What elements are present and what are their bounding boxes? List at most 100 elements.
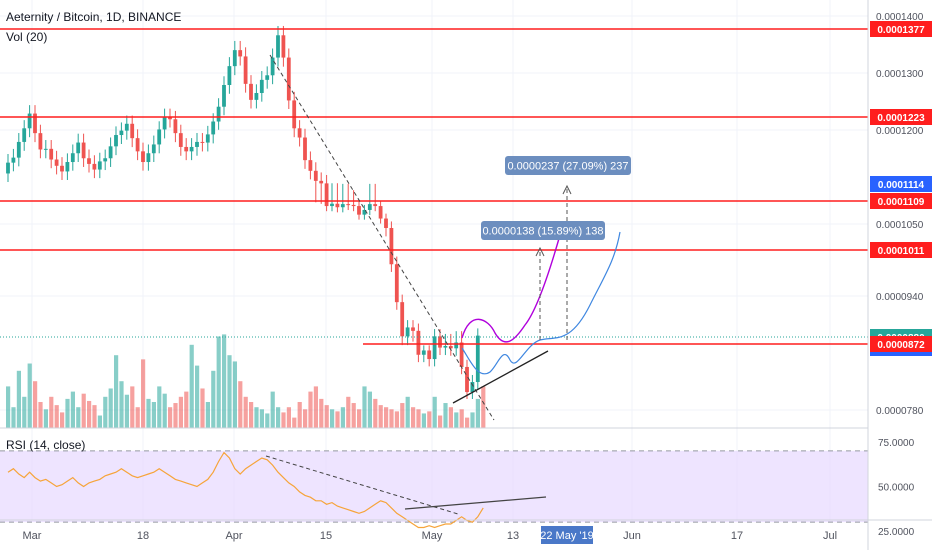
- volume-bar: [11, 407, 16, 428]
- candle-body: [259, 79, 264, 93]
- candle-body: [443, 346, 448, 348]
- volume-bar: [211, 370, 216, 428]
- volume-bar: [6, 386, 11, 428]
- forecast-purple-path: [461, 234, 561, 343]
- candle-body: [265, 75, 270, 80]
- volume-bar: [108, 388, 113, 428]
- forecast-blue-path: [461, 231, 621, 375]
- volume-bar: [400, 403, 405, 428]
- volume-bar: [216, 336, 221, 428]
- candle-body: [189, 146, 194, 152]
- price-tag-label: 0.0001011: [878, 246, 925, 257]
- volume-bar: [432, 396, 437, 428]
- descending-trendline: [269, 54, 495, 421]
- candle-body: [6, 162, 10, 174]
- candle-body: [416, 330, 421, 355]
- time-tick-label: Jun: [623, 530, 641, 542]
- annotation-box: [481, 221, 605, 240]
- candle-body: [421, 350, 426, 355]
- volume-bar: [292, 417, 297, 428]
- volume-bar: [308, 391, 313, 428]
- candle-body: [432, 336, 437, 360]
- volume-bar: [76, 407, 81, 428]
- candle-body: [276, 35, 280, 58]
- volume-bar: [270, 391, 275, 428]
- volume-bar: [297, 402, 302, 428]
- candle-body: [114, 135, 118, 147]
- candle-body: [168, 117, 172, 120]
- volume-bar: [43, 409, 48, 428]
- grid: [0, 0, 868, 520]
- annotation-box: [505, 156, 631, 175]
- candle-body: [87, 158, 91, 164]
- candle-body: [43, 148, 48, 150]
- volume-bar: [340, 407, 345, 428]
- volume-bar: [227, 355, 232, 428]
- time-tick-label: 15: [320, 530, 332, 542]
- volume-bar: [367, 391, 372, 428]
- volume-bar: [281, 412, 286, 428]
- candle-body: [173, 119, 178, 134]
- volume-bar: [421, 413, 426, 428]
- volume-bar: [330, 409, 335, 428]
- price-tag-label: 0.0001109: [878, 197, 925, 208]
- candle-body: [211, 121, 216, 135]
- candle-body: [249, 83, 253, 100]
- price-tick-label: 0.0001200: [876, 126, 924, 137]
- candle-body: [222, 85, 226, 107]
- time-tick-label: 13: [507, 530, 519, 542]
- volume-bar: [173, 403, 178, 428]
- volume-bar: [33, 381, 38, 428]
- horizontal-levels[interactable]: [0, 28, 868, 345]
- price-tag-label: 0.0001223: [877, 113, 925, 124]
- annotation-text: 0.0000138 (15.89%) 138: [482, 226, 603, 238]
- candle-body: [216, 106, 221, 122]
- candle-body: [38, 133, 43, 150]
- volume-bar: [357, 409, 362, 428]
- candle-body: [465, 366, 469, 393]
- drawings[interactable]: [269, 54, 621, 421]
- volume-bar: [378, 405, 383, 428]
- candle-body: [195, 141, 199, 147]
- candle-body: [108, 146, 113, 159]
- volume-bar: [178, 396, 183, 428]
- price-tick-label: 0.0001400: [876, 12, 924, 23]
- volume-bar: [243, 396, 248, 428]
- volume-bar: [114, 355, 119, 428]
- volume-bar: [443, 403, 448, 428]
- candle-body: [340, 204, 345, 208]
- candle-body: [65, 162, 70, 172]
- measure-arrow-2: [562, 184, 572, 195]
- candle-body: [378, 206, 383, 219]
- candle-body: [33, 113, 37, 134]
- time-tick-label: May: [422, 530, 443, 542]
- volume-bar: [65, 398, 70, 428]
- price-candles: [6, 25, 480, 399]
- volume-bar: [38, 402, 43, 428]
- candle-body: [49, 148, 54, 160]
- candle-body: [70, 153, 75, 163]
- candle-body: [270, 57, 275, 76]
- rsi-tick-label: 25.0000: [878, 527, 915, 538]
- volume-bars: [6, 334, 486, 428]
- volume-bar: [162, 393, 167, 428]
- candle-body: [454, 342, 459, 349]
- volume-bar: [286, 407, 291, 428]
- rsi-panel: [0, 427, 932, 529]
- candle-body: [92, 163, 97, 170]
- candle-body: [357, 206, 361, 215]
- volume-bar: [184, 391, 189, 428]
- volume-bar: [405, 396, 410, 428]
- volume-bar: [249, 402, 254, 428]
- candle-body: [297, 128, 302, 138]
- volume-bar: [130, 386, 135, 428]
- volume-bar: [394, 411, 399, 428]
- candle-body: [60, 165, 64, 172]
- candle-body: [389, 228, 394, 265]
- volume-bar: [459, 409, 464, 428]
- candle-body: [373, 204, 378, 207]
- candle-body: [27, 113, 32, 129]
- price-tag-bg: [870, 193, 932, 209]
- price-tag-bg: [870, 242, 932, 258]
